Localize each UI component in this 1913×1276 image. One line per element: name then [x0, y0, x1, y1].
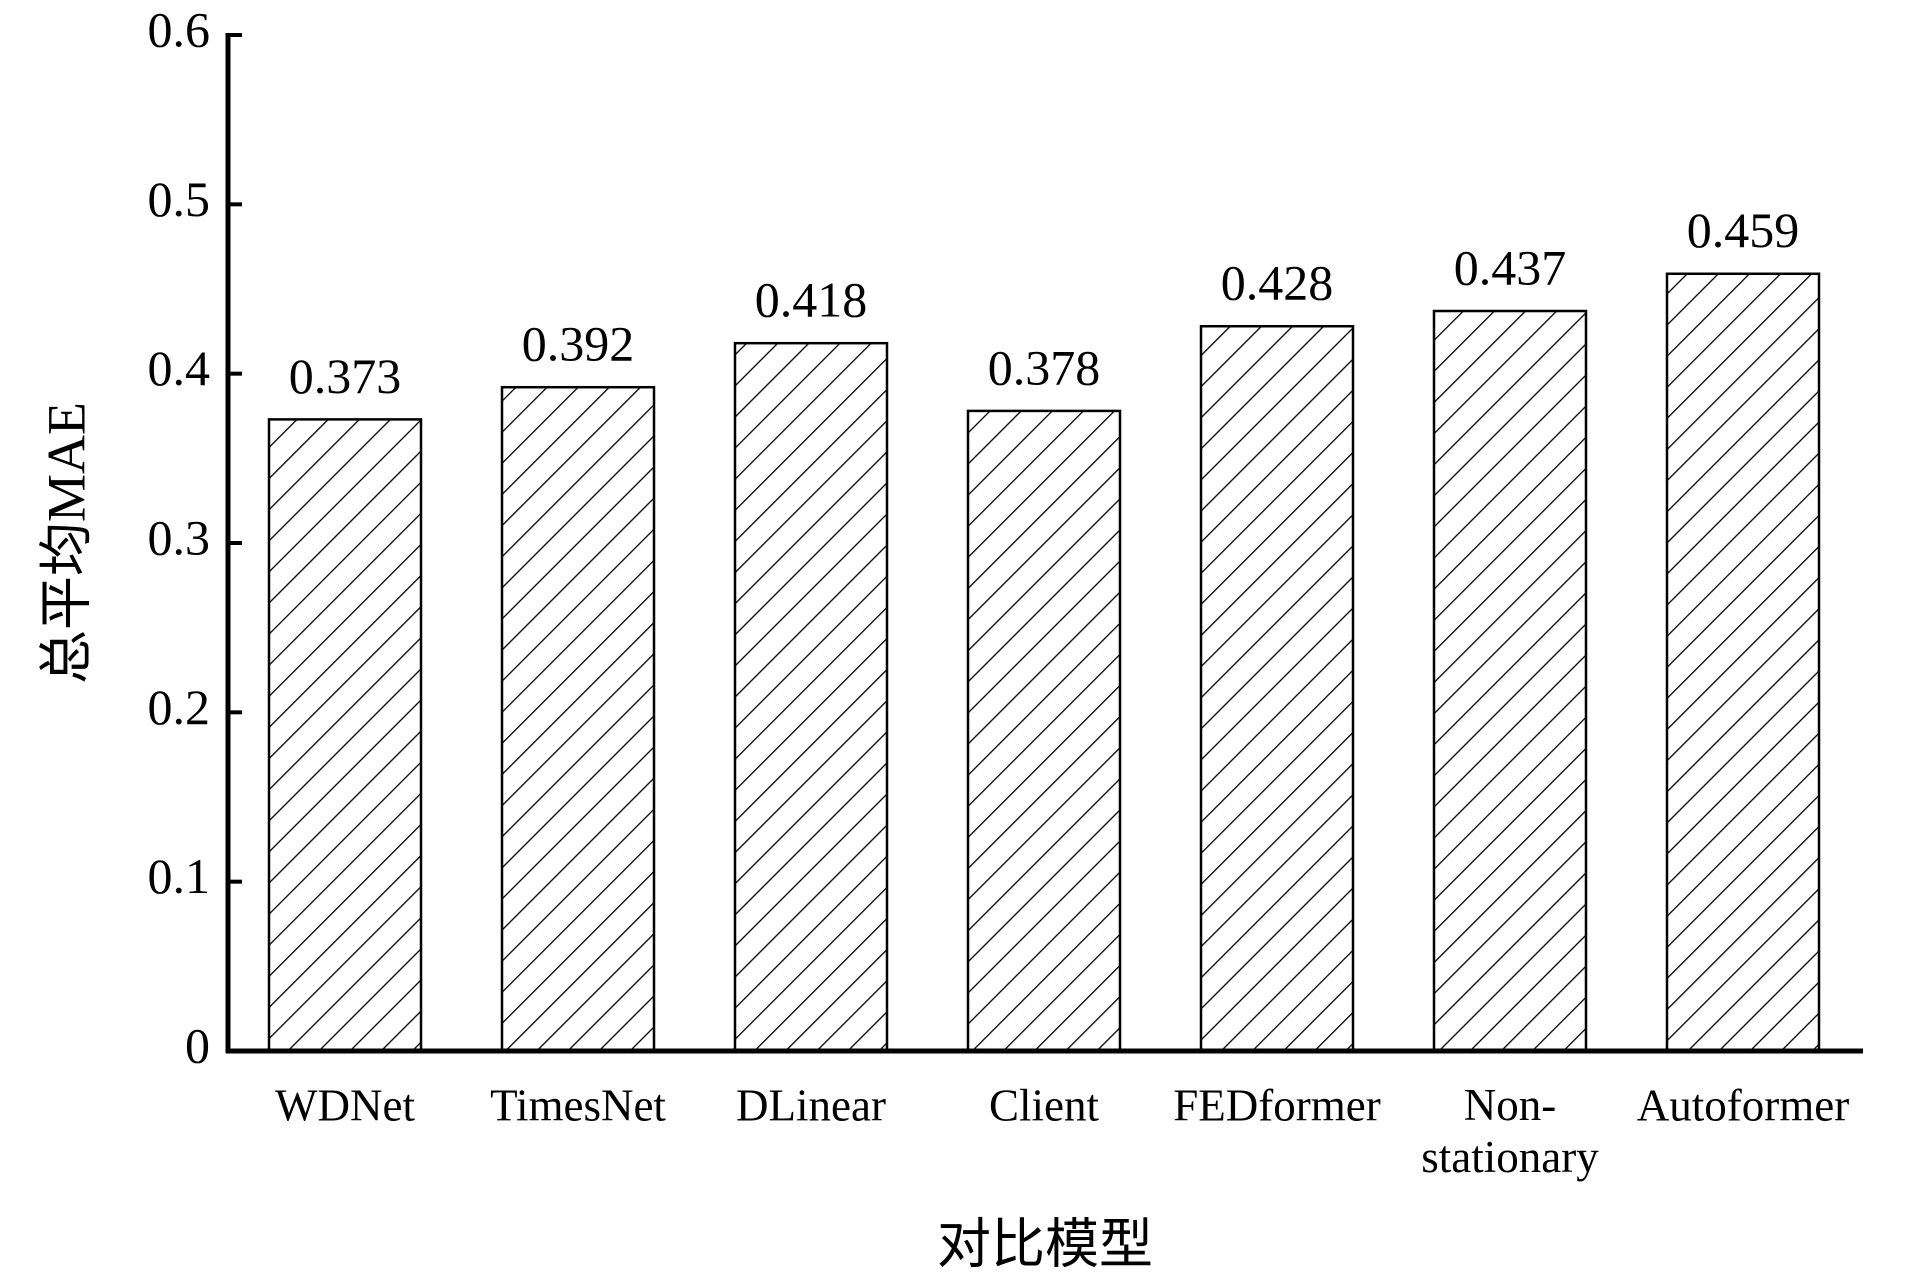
y-tick-label: 0 [185, 1017, 210, 1073]
x-tick-label: TimesNet [490, 1080, 666, 1130]
x-tick-label: Client [989, 1080, 1099, 1130]
value-label: 0.378 [988, 339, 1101, 395]
y-tick-label: 0.2 [148, 679, 211, 735]
y-tick-label: 0.6 [148, 1, 211, 57]
x-tick-label: Autoformer [1637, 1080, 1849, 1130]
value-label: 0.428 [1221, 255, 1334, 311]
value-label: 0.392 [522, 316, 635, 372]
bar [966, 409, 1122, 1053]
x-tick-label: DLinear [736, 1080, 886, 1130]
x-tick-label: Non-stationary [1421, 1080, 1599, 1182]
y-tick-label: 0.5 [148, 171, 211, 227]
bar [1665, 272, 1821, 1053]
bar [733, 341, 889, 1053]
value-label: 0.437 [1454, 239, 1567, 295]
y-tick-label: 0.4 [148, 340, 211, 396]
value-label: 0.373 [289, 348, 402, 404]
x-tick-label: FEDformer [1173, 1080, 1380, 1130]
y-tick-label: 0.1 [148, 848, 211, 904]
y-axis-title: 总平均MAE [36, 402, 96, 684]
value-label: 0.418 [755, 272, 868, 328]
x-tick-label: WDNet [275, 1080, 415, 1130]
x-axis-title: 对比模型 [937, 1214, 1153, 1274]
bar [1199, 325, 1355, 1053]
bar [267, 418, 423, 1053]
bar [500, 385, 656, 1053]
value-label: 0.459 [1687, 202, 1800, 258]
y-tick-label: 0.3 [148, 509, 211, 565]
bar [1432, 309, 1588, 1053]
